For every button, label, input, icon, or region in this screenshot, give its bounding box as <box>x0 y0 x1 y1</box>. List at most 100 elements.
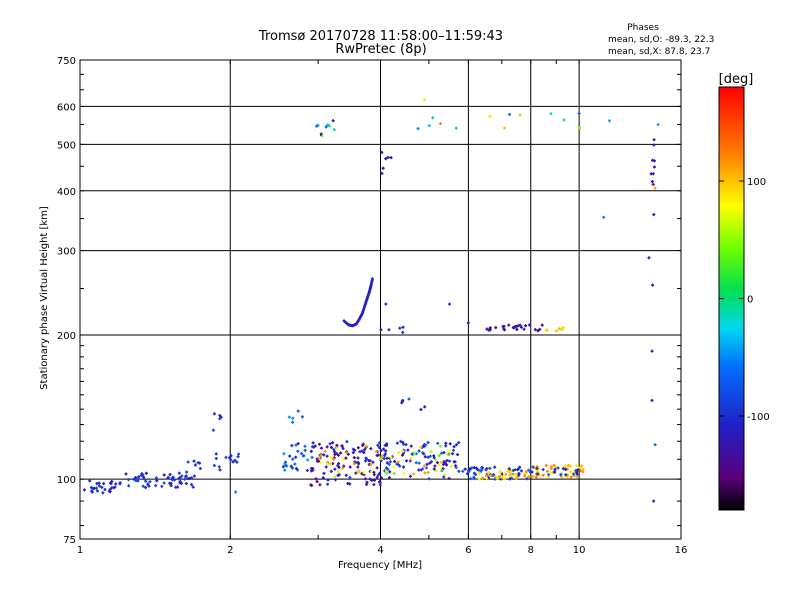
echo-point <box>332 457 336 461</box>
echo-point <box>393 460 397 464</box>
echo-point <box>371 460 375 464</box>
colorbar-ticks: 100 0 -100 <box>719 177 770 423</box>
echo-point <box>568 464 572 468</box>
echo-point <box>296 409 300 413</box>
y-tick-label: 750 <box>57 56 76 67</box>
echo-point <box>331 119 335 123</box>
echo-point <box>344 456 348 460</box>
echo-point <box>386 467 390 471</box>
echo-point <box>100 485 104 489</box>
echo-point <box>541 473 545 477</box>
echo-point <box>396 463 400 467</box>
echo-point <box>438 444 442 448</box>
echo-point <box>183 477 187 481</box>
echo-point <box>467 470 471 474</box>
echo-point <box>319 453 323 457</box>
chart-subtitle: RwPretec (8p) <box>335 42 426 57</box>
echo-point <box>553 467 557 471</box>
y-tick-label: 600 <box>57 102 76 113</box>
echo-point <box>325 454 329 458</box>
echo-point <box>388 470 392 474</box>
echo-point <box>326 478 330 482</box>
echo-point <box>549 112 553 116</box>
echo-point <box>527 323 531 327</box>
echo-point <box>303 444 307 448</box>
echo-point <box>557 327 561 331</box>
echo-point <box>439 461 443 465</box>
echo-point <box>126 478 130 482</box>
echo-point <box>362 450 366 454</box>
echo-point <box>170 476 174 480</box>
echo-point <box>319 132 323 136</box>
echo-point <box>545 469 549 473</box>
echo-point <box>452 448 456 452</box>
echo-point <box>419 408 423 412</box>
echo-point <box>311 441 315 445</box>
echo-point <box>193 463 197 467</box>
echo-point <box>294 467 298 471</box>
echo-point <box>357 462 361 466</box>
echo-point <box>332 128 336 132</box>
echo-point <box>290 444 294 448</box>
echo-point <box>329 462 333 466</box>
echo-point <box>485 476 489 480</box>
echo-point <box>401 330 405 334</box>
echo-point <box>508 474 512 478</box>
echo-point <box>534 475 538 479</box>
echo-point <box>342 464 346 468</box>
echo-point <box>317 442 321 446</box>
echo-point <box>192 459 196 463</box>
echo-point <box>155 479 159 483</box>
echo-point <box>487 328 491 332</box>
echo-point <box>400 401 404 405</box>
echo-point <box>177 471 181 475</box>
echo-point <box>580 464 584 468</box>
echo-point <box>384 469 388 473</box>
echo-point <box>564 473 568 477</box>
echo-point <box>550 471 554 475</box>
echo-point <box>354 471 358 475</box>
echo-point <box>559 473 563 477</box>
echo-point <box>348 465 352 469</box>
echo-point <box>536 472 540 476</box>
echo-point <box>574 468 578 472</box>
echo-point <box>211 428 215 432</box>
echo-point <box>417 449 421 453</box>
echo-point <box>498 470 502 474</box>
echo-point <box>474 466 478 470</box>
echo-point <box>139 474 143 478</box>
echo-point <box>348 476 352 480</box>
echo-point <box>429 450 433 454</box>
echo-point <box>417 468 421 472</box>
echo-point <box>515 475 519 479</box>
echo-point <box>309 449 313 453</box>
echo-point <box>442 461 446 465</box>
echo-point <box>293 462 297 466</box>
echo-point <box>449 465 453 469</box>
echo-point <box>234 490 238 494</box>
echo-point <box>310 469 314 473</box>
echo-point <box>184 474 188 478</box>
echo-point <box>512 473 516 477</box>
echo-point <box>385 442 389 446</box>
echo-point <box>426 455 430 459</box>
echo-point <box>396 460 400 464</box>
echo-point <box>656 123 660 127</box>
echo-point <box>378 471 382 475</box>
colorbar-tick-label: -100 <box>747 412 770 423</box>
echo-point <box>472 471 476 475</box>
echo-point <box>224 455 228 459</box>
echo-point <box>89 486 93 490</box>
echo-point <box>335 452 339 456</box>
echo-point <box>372 473 376 477</box>
echo-point <box>112 486 116 490</box>
echo-point <box>289 464 293 468</box>
x-tick-label: 8 <box>528 545 534 556</box>
echo-point <box>317 459 321 463</box>
echo-point <box>160 484 164 488</box>
echo-point <box>310 455 314 459</box>
echo-point <box>392 472 396 476</box>
echo-point <box>141 484 145 488</box>
echo-point <box>387 462 391 466</box>
echo-point <box>185 470 189 474</box>
